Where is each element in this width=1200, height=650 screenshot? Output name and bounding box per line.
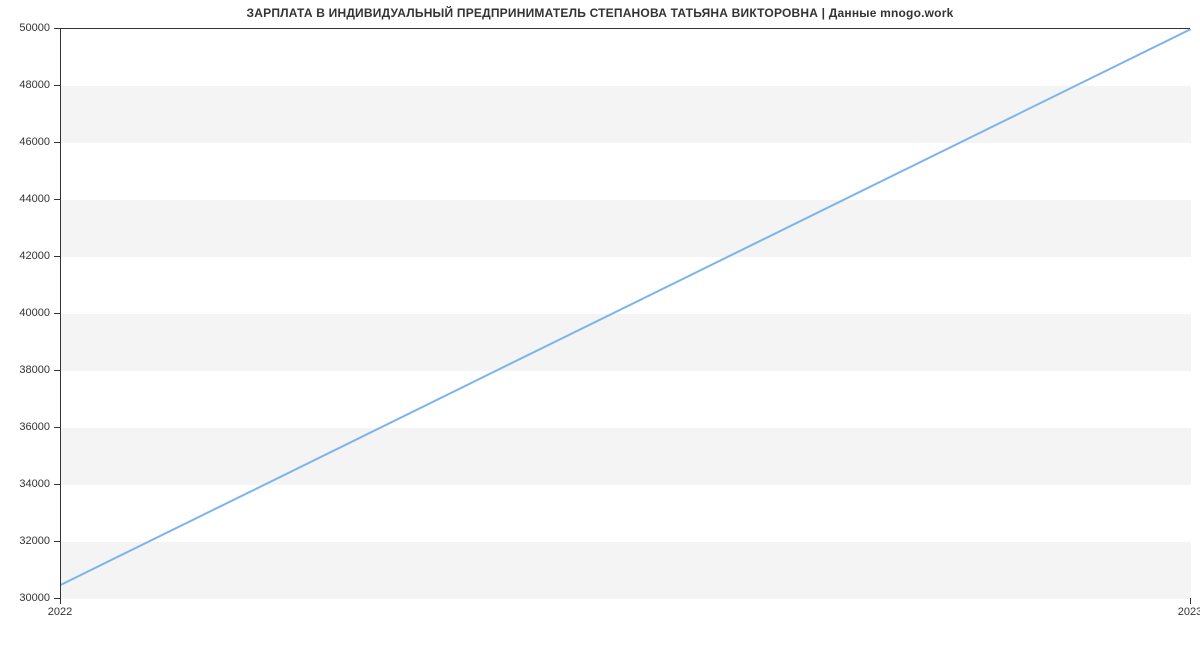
chart-title: ЗАРПЛАТА В ИНДИВИДУАЛЬНЫЙ ПРЕДПРИНИМАТЕЛ…: [0, 6, 1200, 20]
y-tick-label: 38000: [0, 364, 50, 376]
y-tick-label: 42000: [0, 250, 50, 262]
y-tick-label: 50000: [0, 22, 50, 34]
y-tick-mark: [54, 541, 60, 542]
plot-svg: [61, 29, 1191, 599]
y-tick-mark: [54, 427, 60, 428]
y-tick-label: 40000: [0, 307, 50, 319]
y-tick-label: 34000: [0, 478, 50, 490]
y-tick-label: 30000: [0, 592, 50, 604]
y-tick-mark: [54, 85, 60, 86]
y-tick-mark: [54, 199, 60, 200]
y-tick-mark: [54, 484, 60, 485]
salary-line-chart: ЗАРПЛАТА В ИНДИВИДУАЛЬНЫЙ ПРЕДПРИНИМАТЕЛ…: [0, 0, 1200, 650]
plot-area: [60, 28, 1190, 598]
y-tick-mark: [54, 313, 60, 314]
y-tick-label: 48000: [0, 79, 50, 91]
x-tick-label: 2023: [1178, 606, 1200, 618]
x-tick-mark: [1190, 598, 1191, 604]
y-tick-mark: [54, 256, 60, 257]
x-tick-label: 2022: [48, 606, 72, 618]
x-tick-mark: [60, 598, 61, 604]
y-tick-label: 36000: [0, 421, 50, 433]
y-tick-mark: [54, 28, 60, 29]
y-tick-label: 46000: [0, 136, 50, 148]
y-tick-mark: [54, 370, 60, 371]
y-tick-label: 32000: [0, 535, 50, 547]
y-tick-label: 44000: [0, 193, 50, 205]
y-tick-mark: [54, 142, 60, 143]
